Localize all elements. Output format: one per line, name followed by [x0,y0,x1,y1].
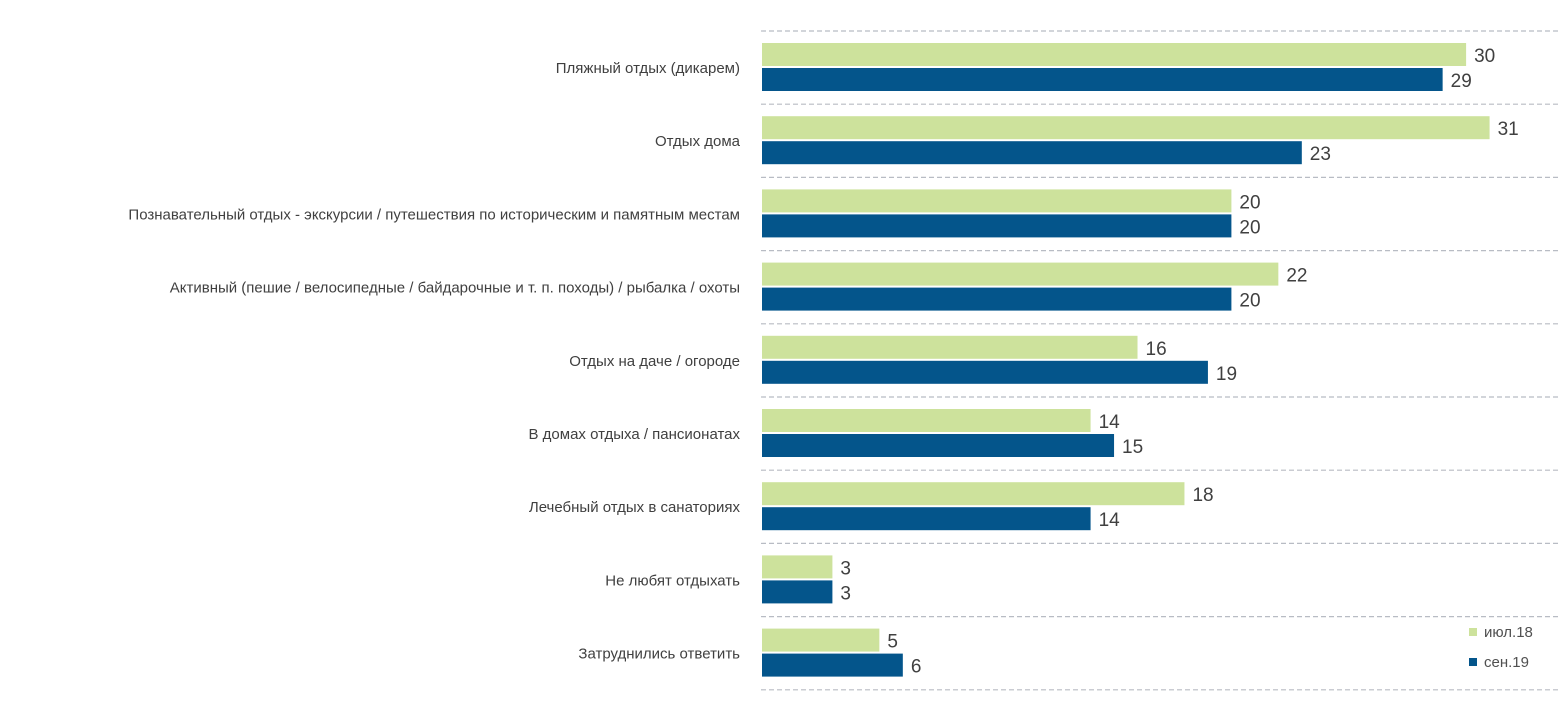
bar-jul18 [762,628,880,652]
bar-jul18 [762,335,1138,359]
legend-swatch [1469,658,1477,666]
data-label: 30 [1474,46,1495,67]
bar-sep19 [762,580,833,604]
data-label: 18 [1192,485,1213,506]
bar-sep19 [762,141,1302,165]
bar-jul18 [762,409,1091,432]
data-label: 20 [1239,192,1260,213]
data-label: 20 [1239,291,1260,312]
data-label: 14 [1099,510,1121,531]
bar-jul18 [762,482,1185,506]
category-label: Активный (пешие / велосипедные / байдаро… [170,280,740,297]
data-label: 29 [1451,71,1472,92]
bar-sep19 [762,287,1232,311]
bar-jul18 [762,189,1232,213]
data-label: 23 [1310,144,1331,165]
category-label: Отдых дома [655,133,741,150]
category-label: Пляжный отдых (дикарем) [556,60,740,77]
data-label: 16 [1146,339,1167,360]
bar-jul18 [762,262,1279,286]
data-label: 3 [840,558,851,579]
bar-sep19 [762,653,903,677]
category-label: Затруднились ответить [578,646,740,663]
legend-label: сен.19 [1484,654,1529,671]
data-label: 6 [911,657,922,678]
bar-sep19 [762,434,1115,457]
bar-jul18 [762,116,1490,140]
bar-sep19 [762,214,1232,238]
category-label: Отдых на даче / огороде [569,353,740,370]
data-label: 5 [887,632,898,653]
bar-jul18 [762,555,833,579]
bar-sep19 [762,360,1208,384]
data-label: 14 [1099,412,1121,433]
bar-sep19 [762,507,1091,531]
data-label: 22 [1286,266,1307,287]
legend-swatch [1469,628,1477,636]
data-label: 19 [1216,364,1237,385]
category-label: В домах отдыха / пансионатах [529,426,741,443]
category-label: Не любят отдыхать [605,572,740,589]
data-label: 3 [840,583,851,604]
data-label: 15 [1122,437,1143,458]
legend-label: июл.18 [1484,624,1533,641]
category-label: Лечебный отдых в санаториях [529,499,741,516]
data-label: 20 [1239,217,1260,238]
category-label: Познавательный отдых - экскурсии / путеш… [128,206,740,223]
bar-jul18 [762,43,1467,66]
data-label: 31 [1498,119,1519,140]
bar-sep19 [762,68,1443,91]
